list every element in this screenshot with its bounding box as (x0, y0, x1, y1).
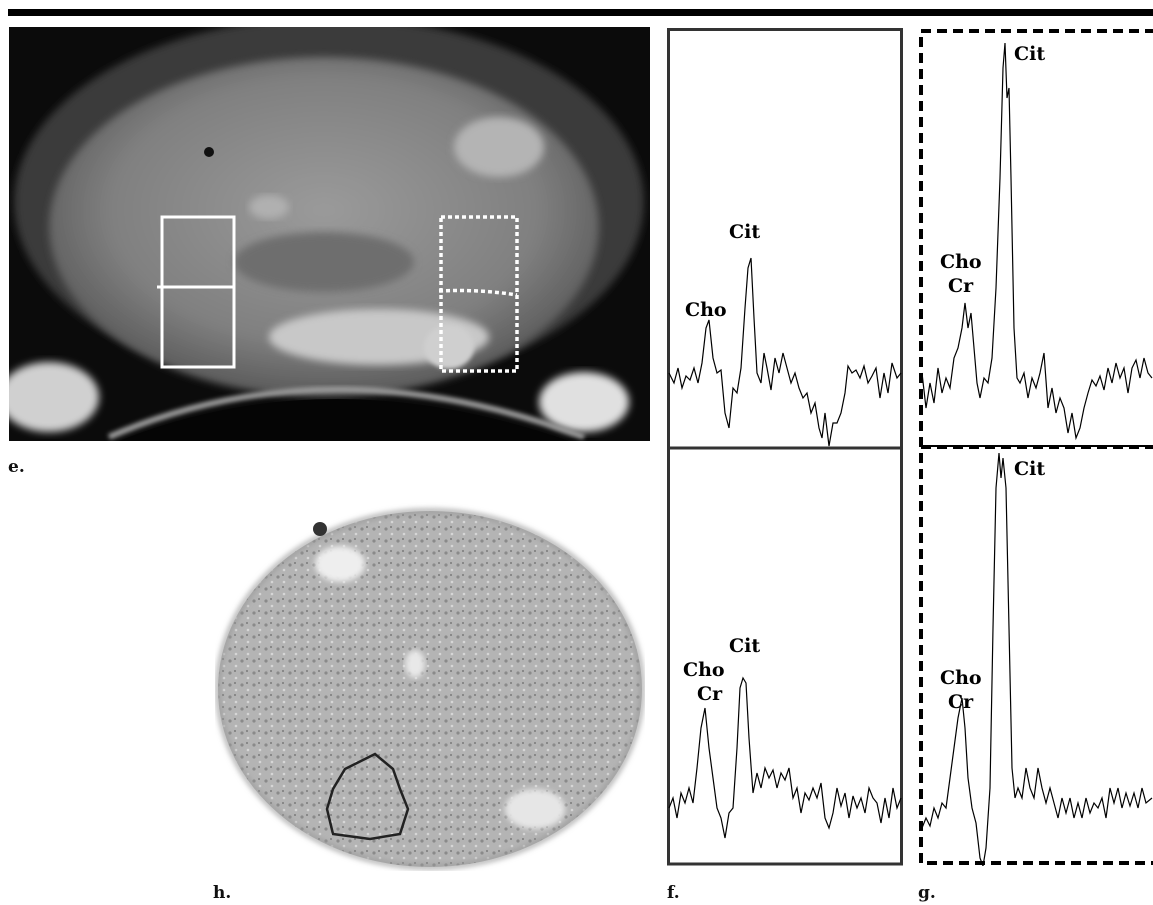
peak-label-cho-f-bottom: Cho (683, 659, 725, 681)
solid-voxel-box (160, 215, 236, 369)
panel-label-h: h. (213, 883, 232, 903)
peak-label-cr-f-bottom: Cr (697, 683, 723, 705)
spectrum-line-f-top (668, 257, 902, 447)
mri-image (9, 27, 650, 441)
spectra-panel-f: Cho Cit Cho Cr Cit (667, 28, 903, 866)
panel-label-e: e. (8, 457, 25, 477)
peak-label-cit-f-top: Cit (729, 221, 760, 243)
spectra-panel-g: Cho Cr Cit Cho Cr Cit (919, 29, 1153, 866)
peak-label-cho-g-bottom: Cho (940, 667, 982, 689)
spectrum-line-g-top (921, 42, 1153, 441)
peak-label-cho-g-top: Cho (940, 251, 982, 273)
top-rule (8, 9, 1153, 16)
tumor-outline (325, 752, 410, 841)
panel-label-f: f. (667, 883, 680, 903)
peak-label-cit-g-bottom: Cit (1014, 458, 1045, 480)
peak-label-cit-g-top: Cit (1014, 43, 1045, 65)
spectrum-line-f-bottom (668, 676, 902, 839)
peak-label-cit-f-bottom: Cit (729, 635, 760, 657)
peak-label-cho-f-top: Cho (685, 299, 727, 321)
peak-label-cr-g-top: Cr (948, 275, 974, 297)
peak-label-cr-g-bottom: Cr (948, 691, 974, 713)
histology-image (216, 509, 644, 869)
spectrum-line-g-bottom (921, 452, 1153, 866)
panel-label-g: g. (918, 883, 936, 903)
dotted-voxel-box (439, 215, 519, 373)
